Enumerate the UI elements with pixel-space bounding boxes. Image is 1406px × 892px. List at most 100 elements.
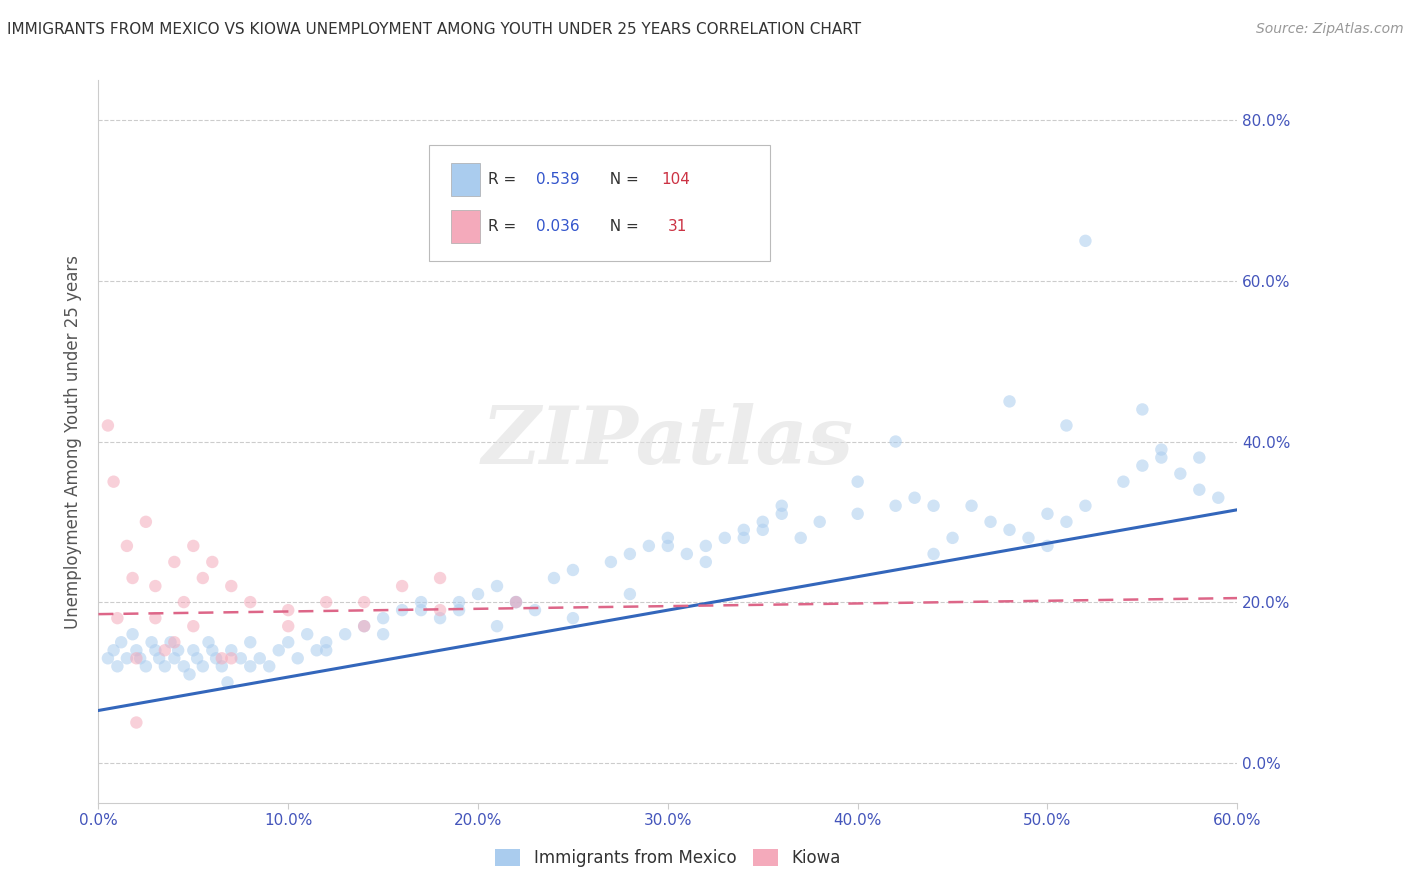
Point: [411, 603, 433, 617]
Point: [115, 539, 138, 553]
Point: [145, 643, 167, 657]
Point: [1056, 515, 1078, 529]
Point: [267, 643, 290, 657]
Point: [153, 659, 176, 673]
Point: [163, 651, 186, 665]
Point: [979, 515, 1001, 529]
Point: [371, 611, 394, 625]
Point: [353, 595, 375, 609]
Point: [505, 595, 527, 609]
Point: [884, 499, 907, 513]
Point: [107, 611, 129, 625]
Point: [467, 587, 489, 601]
Text: Source: ZipAtlas.com: Source: ZipAtlas.com: [1256, 22, 1403, 37]
Point: [353, 619, 375, 633]
Text: R =: R =: [488, 219, 522, 234]
Point: [562, 563, 585, 577]
Point: [695, 539, 717, 553]
Point: [201, 555, 224, 569]
Point: [846, 507, 869, 521]
Text: N =: N =: [599, 172, 643, 186]
Point: [229, 651, 252, 665]
Point: [221, 579, 243, 593]
Point: [125, 643, 148, 657]
Point: [1132, 402, 1154, 417]
Point: [197, 635, 219, 649]
Point: [211, 651, 233, 665]
Point: [173, 659, 195, 673]
Point: [186, 651, 208, 665]
Point: [125, 651, 148, 665]
Point: [239, 635, 262, 649]
Point: [1150, 450, 1173, 465]
Point: [145, 611, 167, 625]
Point: [391, 579, 413, 593]
Point: [211, 659, 233, 673]
Point: [163, 635, 186, 649]
Text: N =: N =: [599, 219, 643, 234]
Point: [1036, 539, 1059, 553]
Point: [173, 595, 195, 609]
Point: [1074, 499, 1097, 513]
Point: [657, 539, 679, 553]
Point: [353, 619, 375, 633]
Text: R =: R =: [488, 172, 522, 186]
Y-axis label: Unemployment Among Youth under 25 years: Unemployment Among Youth under 25 years: [65, 254, 83, 629]
Point: [1150, 442, 1173, 457]
Point: [429, 611, 451, 625]
Point: [159, 635, 181, 649]
Point: [277, 619, 299, 633]
Point: [695, 555, 717, 569]
Bar: [451, 211, 479, 243]
Point: [657, 531, 679, 545]
Point: [191, 571, 214, 585]
Point: [110, 635, 132, 649]
Point: [125, 715, 148, 730]
Point: [600, 555, 623, 569]
Point: [752, 515, 775, 529]
Point: [183, 619, 205, 633]
Point: [141, 635, 163, 649]
Point: [297, 627, 319, 641]
Point: [239, 659, 262, 673]
Point: [121, 627, 143, 641]
Point: [205, 651, 228, 665]
Bar: [451, 163, 479, 196]
Point: [277, 635, 299, 649]
Point: [221, 643, 243, 657]
Point: [191, 659, 214, 673]
Point: [371, 627, 394, 641]
Point: [714, 531, 737, 545]
Point: [1036, 507, 1059, 521]
Point: [315, 595, 337, 609]
Point: [429, 603, 451, 617]
Point: [752, 523, 775, 537]
Point: [1132, 458, 1154, 473]
Point: [315, 643, 337, 657]
Point: [97, 418, 120, 433]
Point: [998, 394, 1021, 409]
Text: 0.036: 0.036: [536, 219, 579, 234]
Point: [505, 595, 527, 609]
Point: [1208, 491, 1230, 505]
Point: [129, 651, 152, 665]
Point: [411, 595, 433, 609]
Point: [201, 643, 224, 657]
Point: [115, 651, 138, 665]
Legend: Immigrants from Mexico, Kiowa: Immigrants from Mexico, Kiowa: [488, 842, 848, 874]
Point: [391, 603, 413, 617]
Point: [163, 555, 186, 569]
Point: [1188, 483, 1211, 497]
Point: [638, 539, 661, 553]
Point: [107, 659, 129, 673]
Point: [277, 603, 299, 617]
Point: [808, 515, 831, 529]
Point: [221, 651, 243, 665]
Point: [305, 643, 328, 657]
Point: [167, 643, 190, 657]
Point: [960, 499, 983, 513]
Point: [770, 499, 793, 513]
Point: [249, 651, 271, 665]
Point: [183, 643, 205, 657]
Point: [449, 603, 471, 617]
